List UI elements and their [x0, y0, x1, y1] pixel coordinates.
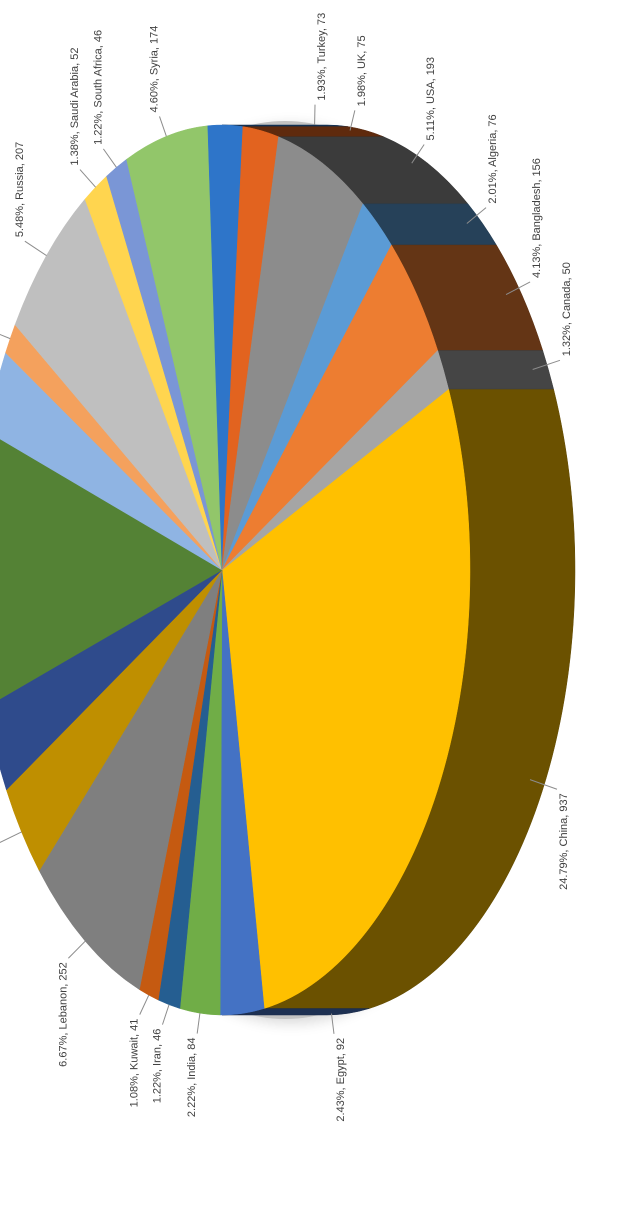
leader-line-russia — [24, 240, 47, 257]
data-label-algeria: 2.01%, Algeria, 76 — [487, 114, 499, 203]
slice-china — [221, 388, 471, 1009]
leader-line-usa — [411, 144, 425, 164]
data-label-canada: 1.32%, Canada, 50 — [561, 262, 573, 356]
data-label-russia: 5.48%, Russia, 207 — [14, 142, 26, 237]
data-label-lebanon: 6.67%, Lebanon, 252 — [57, 962, 69, 1067]
slice-canada — [221, 349, 449, 571]
leader-line-bangladesh — [505, 281, 531, 296]
leader-line-libya — [0, 831, 22, 843]
slice-lebanon — [38, 569, 223, 990]
leader-line-egypt — [330, 1013, 335, 1034]
data-label-south-africa: 1.22%, South Africa, 46 — [92, 30, 104, 145]
data-label-egypt: 2.43%, Egypt, 92 — [335, 1038, 347, 1122]
data-label-saudi-arabia: 1.38%, Saudi Arabia, 52 — [69, 48, 81, 166]
leader-line-saudi-arabia — [79, 169, 96, 188]
data-label-china: 24.79%, China, 937 — [558, 793, 570, 890]
leader-line-iran — [161, 1004, 170, 1025]
data-label-turkey: 1.93%, Turkey, 73 — [316, 13, 328, 101]
data-labels: 24.79%, China, 937 2.43%, Egypt, 92 2.22%,… — [0, 13, 573, 1122]
slice-morocco — [0, 569, 223, 791]
leader-line-uk — [349, 110, 356, 131]
data-label-iran: 1.22%, Iran, 46 — [151, 1029, 163, 1104]
leader-line-china — [529, 779, 558, 790]
slice-nigeria — [0, 438, 223, 700]
data-label-india: 2.22%, India, 84 — [186, 1038, 198, 1118]
slice-side-canada — [437, 350, 554, 390]
leader-line-india — [196, 1013, 201, 1034]
slice-syria — [126, 125, 223, 571]
leader-line-algeria — [466, 207, 487, 224]
data-label-usa: 5.11%, USA, 193 — [425, 57, 437, 141]
data-label-uk: 1.98%, UK, 75 — [356, 35, 368, 106]
data-label-bangladesh: 4.13%, Bangladesh, 156 — [531, 158, 543, 278]
slice-russia — [14, 198, 223, 571]
leader-line-philippines — [0, 333, 11, 340]
leader-line-syria — [159, 116, 167, 137]
data-label-kuwait: 1.08%, Kuwait, 41 — [129, 1019, 141, 1108]
leader-line-canada — [532, 359, 561, 370]
data-label-syria: 4.60%, Syria, 174 — [149, 26, 161, 113]
leader-line-kuwait — [139, 994, 150, 1015]
leader-line-lebanon — [67, 940, 86, 959]
slice-usa — [221, 136, 364, 571]
leader-line-south-africa — [102, 148, 117, 168]
pie-top — [0, 124, 471, 1016]
